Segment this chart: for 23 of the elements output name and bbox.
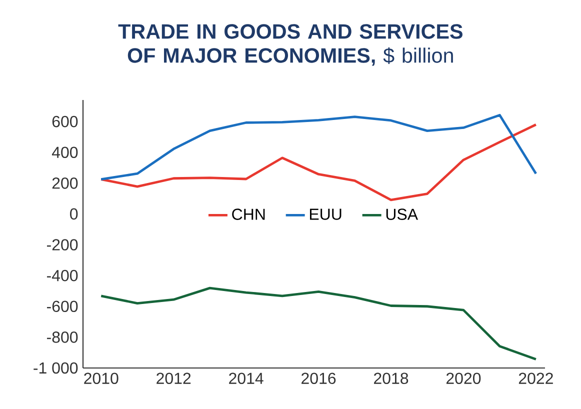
y-tick-label: -1 000 bbox=[34, 362, 78, 374]
y-tick-label: 400 bbox=[52, 146, 78, 158]
x-tick-label: 2016 bbox=[302, 372, 336, 384]
y-tick-label: 0 bbox=[70, 208, 78, 220]
y-tick-label: -400 bbox=[46, 270, 78, 282]
x-tick-label: 2022 bbox=[518, 372, 553, 384]
line-series bbox=[100, 286, 538, 360]
line-series bbox=[100, 123, 538, 202]
x-tick-label: 2012 bbox=[156, 372, 191, 384]
legend-label: EUU bbox=[310, 208, 342, 220]
x-tick-label: 2018 bbox=[374, 372, 408, 384]
legend-label: USA bbox=[386, 208, 418, 220]
line-series bbox=[100, 114, 538, 181]
chart-title: TRADE IN GOODS AND SERVICES OF MAJOR ECONOMIES, $ billion bbox=[118, 24, 462, 66]
x-tick-label: 2014 bbox=[229, 372, 264, 384]
y-tick-label: 200 bbox=[52, 178, 78, 189]
legend-label: CHN bbox=[232, 208, 265, 220]
x-tick-label: 2010 bbox=[84, 372, 118, 384]
y-tick-label: -200 bbox=[46, 239, 78, 250]
y-tick-label: -800 bbox=[46, 332, 78, 343]
y-tick-label: -600 bbox=[46, 300, 78, 312]
y-tick-label: 600 bbox=[52, 116, 78, 128]
x-tick-label: 2020 bbox=[446, 372, 481, 384]
